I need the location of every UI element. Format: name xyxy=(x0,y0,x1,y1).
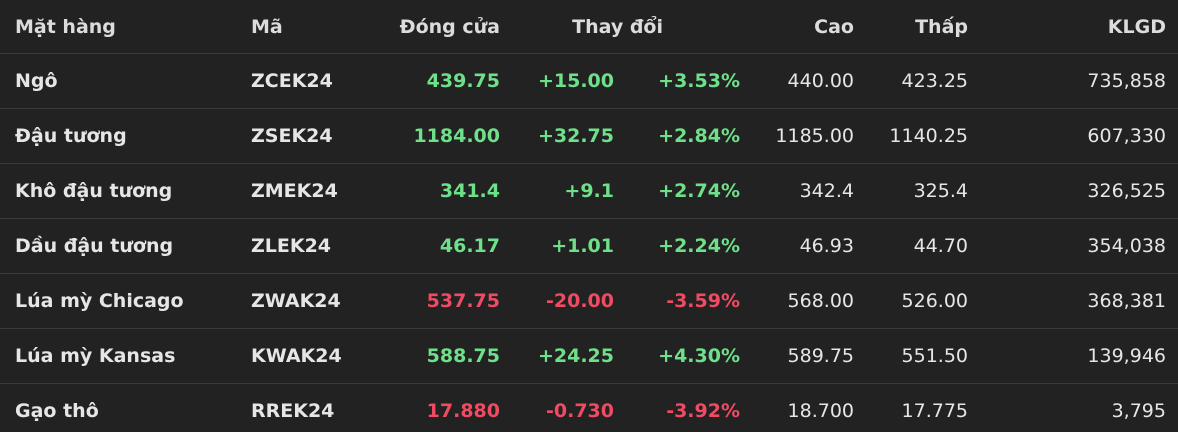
table-header: Mặt hàng Mã Đóng cửa Thay đổi Cao Thấp K… xyxy=(0,0,1178,54)
row-change-percent: -3.92% xyxy=(666,399,740,422)
row-high: 342.4 xyxy=(799,180,854,202)
row-change-percent: +4.30% xyxy=(658,345,740,367)
row-change: +24.25 xyxy=(537,345,614,367)
table-row[interactable]: Khô đậu tương ZMEK24 341.4 +9.1 +2.74% 342.4 3… xyxy=(0,164,1178,219)
row-commodity-name: Khô đậu tương xyxy=(15,180,173,202)
row-low: 44.70 xyxy=(913,235,968,257)
row-low: 1140.25 xyxy=(889,125,968,147)
header-commodity[interactable]: Mặt hàng xyxy=(15,15,116,38)
row-code: ZLEK24 xyxy=(251,235,332,257)
row-change-percent: +2.74% xyxy=(658,180,740,202)
row-close-price: 588.75 xyxy=(426,345,500,367)
row-change-percent: +2.24% xyxy=(658,235,740,257)
row-low: 526.00 xyxy=(901,290,968,312)
row-change-percent: -3.59% xyxy=(666,290,740,312)
row-close-price: 341.4 xyxy=(439,180,500,202)
row-change: +32.75 xyxy=(537,125,614,147)
header-close[interactable]: Đóng cửa xyxy=(399,15,500,38)
table-row[interactable]: Ngô ZCEK24 439.75 +15.00 +3.53% 440.00 423.25 7… xyxy=(0,54,1178,109)
row-low: 423.25 xyxy=(901,70,968,92)
row-volume: 735,858 xyxy=(1087,70,1166,92)
table-row[interactable]: Gạo thô RREK24 17.880 -0.730 -3.92% 18.700 17.… xyxy=(0,384,1178,432)
row-code: KWAK24 xyxy=(251,345,342,367)
row-commodity-name: Ngô xyxy=(15,70,58,92)
header-high[interactable]: Cao xyxy=(814,15,854,38)
row-volume: 607,330 xyxy=(1087,125,1166,147)
row-change-percent: +2.84% xyxy=(658,125,740,147)
table-row[interactable]: Dầu đậu tương ZLEK24 46.17 +1.01 +2.24% 46.93… xyxy=(0,219,1178,274)
row-code: ZSEK24 xyxy=(251,125,333,147)
row-high: 18.700 xyxy=(787,399,854,422)
row-commodity-name: Lúa mỳ Kansas xyxy=(15,345,176,367)
row-close-price: 1184.00 xyxy=(413,125,500,147)
row-change-percent: +3.53% xyxy=(658,70,740,92)
row-volume: 3,795 xyxy=(1111,399,1166,422)
row-close-price: 537.75 xyxy=(426,290,500,312)
row-close-price: 17.880 xyxy=(426,399,500,422)
row-commodity-name: Đậu tương xyxy=(15,125,127,147)
row-low: 17.775 xyxy=(901,399,968,422)
row-change: +9.1 xyxy=(564,180,614,202)
row-code: RREK24 xyxy=(251,399,335,422)
row-high: 589.75 xyxy=(787,345,854,367)
row-code: ZWAK24 xyxy=(251,290,341,312)
row-commodity-name: Gạo thô xyxy=(15,399,99,422)
table-row[interactable]: Đậu tương ZSEK24 1184.00 +32.75 +2.84% 1185.0… xyxy=(0,109,1178,164)
row-high: 1185.00 xyxy=(775,125,854,147)
row-code: ZMEK24 xyxy=(251,180,338,202)
row-low: 551.50 xyxy=(901,345,968,367)
row-change: +1.01 xyxy=(551,235,614,257)
table-row[interactable]: Lúa mỳ Kansas KWAK24 588.75 +24.25 +4.30% 589… xyxy=(0,329,1178,384)
row-low: 325.4 xyxy=(913,180,968,202)
row-commodity-name: Lúa mỳ Chicago xyxy=(15,290,184,312)
table-row[interactable]: Lúa mỳ Chicago ZWAK24 537.75 -20.00 -3.59% 56… xyxy=(0,274,1178,329)
row-volume: 368,381 xyxy=(1087,290,1166,312)
table-body: Ngô ZCEK24 439.75 +15.00 +3.53% 440.00 423.25 7… xyxy=(0,54,1178,432)
header-low[interactable]: Thấp xyxy=(915,15,968,38)
row-high: 568.00 xyxy=(787,290,854,312)
row-high: 46.93 xyxy=(799,235,854,257)
row-high: 440.00 xyxy=(787,70,854,92)
row-close-price: 439.75 xyxy=(426,70,500,92)
header-volume[interactable]: KLGD xyxy=(1107,15,1166,38)
row-volume: 326,525 xyxy=(1087,180,1166,202)
header-code[interactable]: Mã xyxy=(251,15,283,38)
row-change: -0.730 xyxy=(546,399,614,422)
row-change: +15.00 xyxy=(537,70,614,92)
row-change: -20.00 xyxy=(546,290,614,312)
row-close-price: 46.17 xyxy=(439,235,500,257)
row-volume: 139,946 xyxy=(1087,345,1166,367)
row-code: ZCEK24 xyxy=(251,70,333,92)
row-volume: 354,038 xyxy=(1087,235,1166,257)
header-change[interactable]: Thay đổi xyxy=(572,15,663,38)
row-commodity-name: Dầu đậu tương xyxy=(15,235,174,257)
